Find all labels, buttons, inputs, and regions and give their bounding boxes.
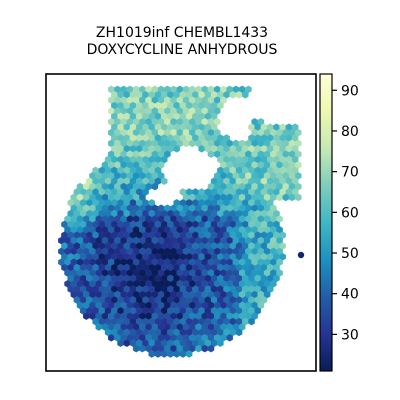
hexbin-cell: [248, 317, 255, 326]
hexbin-cell: [207, 344, 215, 353]
plot-frame: [45, 73, 317, 372]
hexbin-cell: [297, 251, 305, 259]
colorbar-tick-label: 60: [341, 205, 359, 221]
colorbar-tick-label: 70: [341, 165, 359, 181]
colorbar: [320, 74, 332, 371]
hexbin-cells: [58, 85, 305, 358]
chart-title-line-2: DOXYCYCLINE ANHYDROUS: [86, 42, 278, 58]
hexbin-cell: [242, 91, 249, 99]
colorbar-tick-label: 90: [341, 83, 359, 99]
hexbin-cell: [160, 177, 168, 185]
hexbin-cell: [226, 334, 233, 342]
hexbin-cell: [173, 145, 180, 153]
colorbar-tick-label: 40: [341, 287, 359, 303]
colorbar-ticks: 30 40 50 60 70 80 90: [332, 83, 359, 343]
colorbar-tick-label: 80: [341, 124, 359, 140]
chart-title-line-1: ZH1019inf CHEMBL1433: [95, 25, 269, 41]
colorbar-frame: [319, 73, 333, 372]
hexbin-cell: [151, 182, 159, 191]
hexbin-cell: [295, 193, 302, 202]
hexbin-cell: [185, 350, 193, 358]
colorbar-tick-label: 50: [341, 246, 359, 262]
hexbin-cell: [235, 328, 243, 337]
colorbar-tick-label: 30: [341, 327, 359, 343]
hexbin-cell: [217, 339, 224, 347]
